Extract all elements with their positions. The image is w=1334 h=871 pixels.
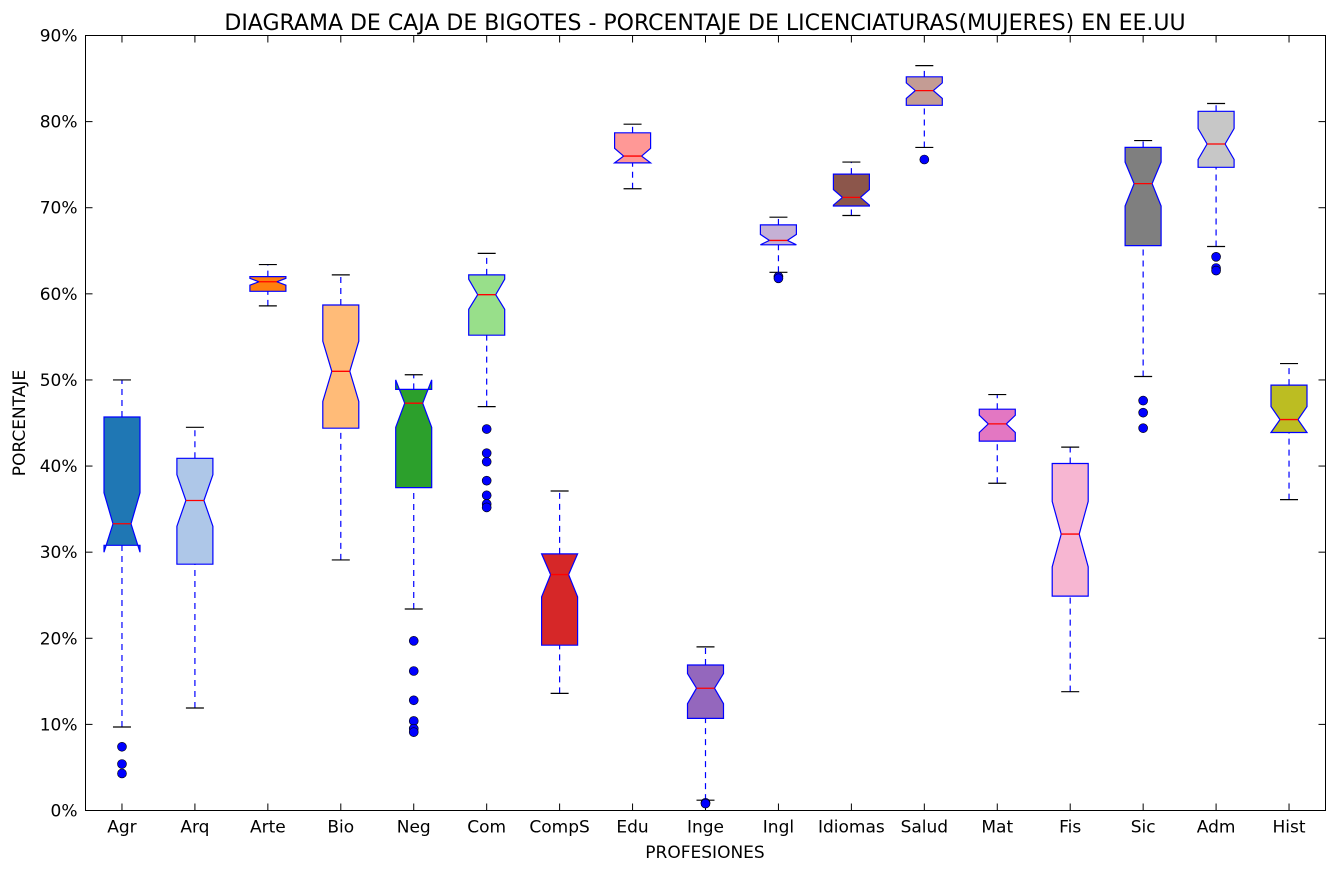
box-mat	[978, 393, 1016, 484]
y-tick-label: 40%	[40, 457, 78, 477]
x-tick-label: Bio	[327, 818, 354, 838]
outlier-point	[481, 448, 492, 458]
x-tick-label: Fis	[1059, 818, 1081, 838]
x-tick-label: Sic	[1131, 818, 1156, 838]
box-body	[468, 274, 506, 336]
box-adm	[1197, 102, 1235, 276]
x-tick-label: Inge	[687, 818, 724, 838]
x-axis-label: PROFESIONES	[645, 843, 764, 863]
outlier-point	[1138, 407, 1148, 418]
x-axis: Agr Arq Arte Bio Neg Com CompS Edu Inge Ingl Idiom…	[107, 35, 1306, 838]
x-tick-label: Idiomas	[818, 818, 885, 838]
outlier-point	[919, 154, 930, 165]
box-arq	[176, 426, 214, 709]
box-body	[540, 553, 579, 646]
outlier-point	[1138, 423, 1148, 433]
box-body	[176, 457, 214, 565]
outlier-point	[773, 273, 784, 284]
box-fis	[1051, 446, 1089, 693]
x-tick-label: CompS	[529, 818, 589, 838]
box-body	[832, 173, 871, 207]
box-sic	[1124, 139, 1162, 433]
y-tick-label: 90%	[40, 27, 78, 47]
x-tick-label: Arq	[180, 818, 209, 838]
box-body	[759, 224, 798, 246]
y-tick-label: 20%	[40, 629, 78, 649]
outlier-point	[700, 798, 711, 809]
box-body	[322, 304, 360, 429]
x-tick-label: Neg	[397, 818, 431, 838]
outlier-point	[1211, 252, 1221, 262]
y-axis-label: PORCENTAJE	[10, 370, 30, 476]
outlier-point	[117, 759, 127, 769]
x-tick-label: Com	[467, 818, 506, 838]
box-edu	[612, 123, 653, 190]
x-tick-label: Mat	[981, 818, 1013, 838]
box-inge	[686, 646, 725, 809]
outlier-point	[408, 636, 419, 646]
box-comps	[540, 490, 579, 694]
box-salud	[905, 65, 943, 165]
outlier-point	[481, 490, 492, 501]
x-tick-label: Arte	[250, 818, 286, 838]
y-tick-label: 10%	[40, 715, 78, 735]
y-tick-label: 80%	[40, 113, 78, 133]
outlier-point	[117, 768, 127, 779]
box-body	[686, 664, 725, 720]
x-tick-label: Agr	[107, 818, 136, 838]
outlier-point	[1211, 265, 1221, 276]
x-tick-label: Adm	[1197, 818, 1236, 838]
box-bio	[322, 274, 360, 561]
outlier-point	[408, 666, 419, 676]
box-idiomas	[832, 161, 871, 217]
box-body	[103, 416, 141, 553]
outlier-point	[481, 502, 492, 513]
y-tick-label: 0%	[51, 802, 78, 822]
box-body	[249, 276, 287, 292]
y-tick-label: 60%	[40, 285, 78, 305]
box-body	[1197, 110, 1235, 168]
outlier-point	[408, 695, 419, 706]
y-tick-label: 50%	[40, 371, 78, 391]
box-body	[395, 379, 433, 489]
box-agr	[103, 379, 141, 779]
box-ingl	[759, 216, 798, 284]
x-tick-label: Ingl	[763, 818, 794, 838]
y-axis: 0% 10% 20% 30% 40% 50% 60% 70% 80% 90%	[40, 27, 1326, 822]
x-tick-label: Salud	[901, 818, 949, 838]
outlier-point	[1138, 395, 1148, 406]
box-body	[1124, 146, 1162, 247]
outlier-point	[481, 424, 492, 434]
plot-frame	[85, 35, 1326, 811]
box-body	[1051, 462, 1089, 597]
box-body	[612, 132, 653, 164]
boxes-group	[103, 65, 1309, 809]
outlier-point	[117, 741, 127, 752]
x-tick-label: Hist	[1273, 818, 1306, 838]
box-neg	[395, 374, 433, 737]
y-tick-label: 70%	[40, 199, 78, 219]
y-tick-label: 30%	[40, 543, 78, 563]
x-tick-label: Edu	[616, 818, 648, 838]
outlier-point	[481, 475, 492, 486]
outlier-point	[408, 727, 419, 737]
box-body	[978, 408, 1016, 442]
outlier-point	[481, 456, 492, 467]
box-arte	[249, 263, 287, 307]
box-com	[468, 252, 506, 513]
box-hist	[1269, 362, 1309, 501]
chart-title: DIAGRAMA DE CAJA DE BIGOTES - PORCENTAJE…	[224, 11, 1185, 36]
box-body	[1269, 384, 1309, 434]
